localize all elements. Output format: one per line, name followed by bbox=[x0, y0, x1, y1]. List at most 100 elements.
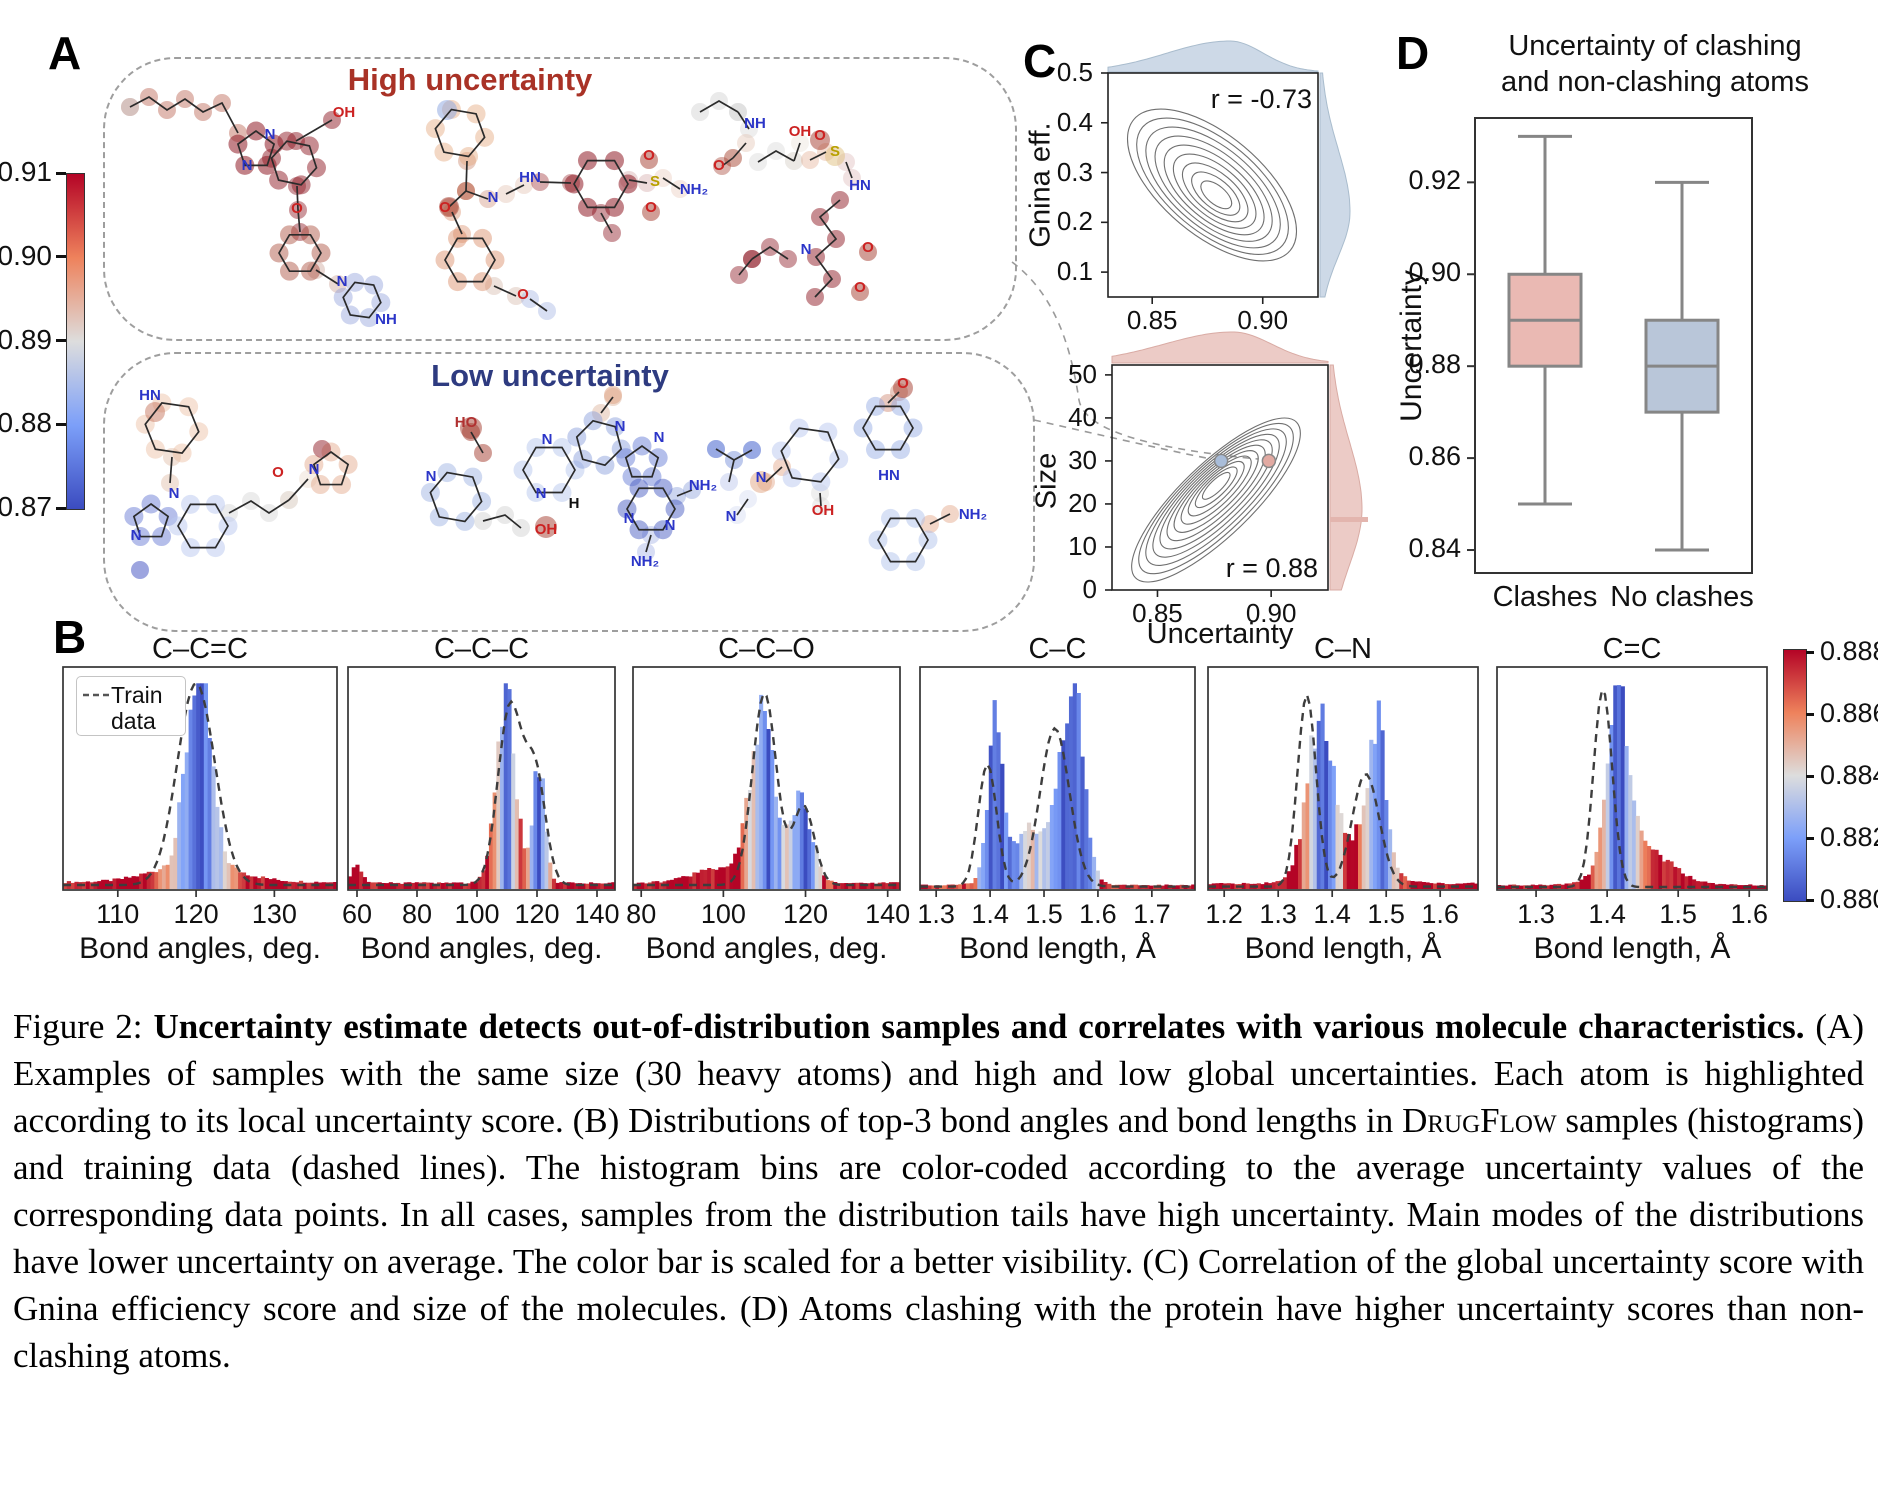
hist-xtick: 1.3 bbox=[1517, 899, 1555, 929]
svg-text:N: N bbox=[801, 241, 812, 258]
hist-title-C–C–O: C–C–O bbox=[718, 633, 815, 665]
svg-text:N: N bbox=[615, 418, 626, 435]
high-uncertainty-title: High uncertainty bbox=[347, 62, 593, 97]
hist-xtick: 120 bbox=[173, 899, 219, 929]
colorbar-a-tickmark bbox=[56, 506, 66, 510]
colorbar-a-tickmark bbox=[56, 255, 66, 259]
dashed-line-icon bbox=[83, 693, 109, 697]
hist-xtick: 100 bbox=[454, 899, 500, 929]
low-uncertainty-title: Low uncertainty bbox=[431, 358, 669, 393]
svg-text:N: N bbox=[265, 126, 276, 143]
svg-text:O: O bbox=[272, 464, 284, 481]
svg-text:N: N bbox=[536, 485, 547, 502]
hist-xtick: 110 bbox=[96, 899, 140, 929]
size-uncertainty-plot bbox=[1105, 331, 1368, 597]
hist-xlabel: Bond length, Å bbox=[1533, 932, 1731, 965]
size-ytick: 50 bbox=[1068, 358, 1097, 389]
hist-xtick: 1.6 bbox=[1079, 899, 1117, 929]
panel-b-label: B bbox=[53, 611, 87, 663]
svg-text:OH: OH bbox=[812, 502, 835, 519]
gnina-ytick: 0.1 bbox=[1056, 256, 1093, 287]
caption-drugflow: DrugFlow bbox=[1402, 1101, 1557, 1140]
svg-text:O: O bbox=[645, 199, 657, 216]
colorbar-b-tickmark bbox=[1806, 774, 1814, 778]
histogram-C–C=C bbox=[62, 666, 338, 897]
hist-title-C=C: C=C bbox=[1602, 633, 1662, 665]
size-xtick: 0.85 bbox=[1132, 598, 1183, 628]
molecule-low-3: N N OH O HN NH₂ bbox=[707, 375, 987, 572]
sample-point bbox=[1213, 453, 1229, 469]
gnina-uncertainty-plot bbox=[1101, 40, 1351, 304]
svg-text:N: N bbox=[309, 461, 320, 478]
histogram-C–C–O bbox=[632, 666, 901, 897]
hist-xtick: 1.6 bbox=[1730, 899, 1768, 929]
colorbar-a-tickmark bbox=[56, 171, 66, 175]
hist-title-C–C: C–C bbox=[1028, 633, 1087, 665]
hist-xlabel: Bond angles, deg. bbox=[79, 932, 321, 965]
hist-xtick: 140 bbox=[865, 899, 911, 929]
svg-text:HN: HN bbox=[878, 467, 900, 484]
high-uncertainty-box bbox=[103, 57, 1017, 341]
caption-bold-title: Uncertainty estimate detects out-of-dist… bbox=[153, 1007, 1805, 1046]
panel-c-label: C bbox=[1023, 35, 1057, 87]
hist-xtick: 120 bbox=[514, 899, 560, 929]
colorbar-b-tickmark bbox=[1806, 712, 1814, 716]
svg-text:N: N bbox=[131, 527, 142, 544]
uncertainty-colorbar-a bbox=[66, 173, 85, 510]
svg-text:O: O bbox=[713, 157, 725, 174]
svg-text:HO: HO bbox=[455, 414, 478, 431]
svg-text:N: N bbox=[756, 469, 767, 486]
boxplot-title-line2: and non-clashing atoms bbox=[1501, 66, 1809, 98]
boxplot-ytick: 0.84 bbox=[1408, 533, 1461, 564]
svg-text:N: N bbox=[426, 468, 437, 485]
size-xtick: 0.90 bbox=[1245, 598, 1297, 628]
size-ytick: 40 bbox=[1068, 401, 1097, 432]
svg-text:N: N bbox=[542, 431, 553, 448]
hist-xlabel: Bond angles, deg. bbox=[645, 932, 888, 965]
boxplot-ytick: 0.92 bbox=[1408, 165, 1461, 196]
svg-text:H: H bbox=[569, 495, 580, 512]
hist-title-C–N: C–N bbox=[1313, 633, 1372, 665]
boxplot-ytick: 0.88 bbox=[1408, 349, 1461, 380]
svg-text:O: O bbox=[854, 279, 866, 296]
svg-text:O: O bbox=[862, 239, 874, 256]
boxplot-category: Clashes bbox=[1492, 581, 1598, 613]
hist-xtick: 1.5 bbox=[1025, 899, 1063, 929]
svg-text:N: N bbox=[726, 508, 737, 525]
colorbar-a-tick: 0.87 bbox=[0, 491, 52, 522]
hist-xtick: 1.7 bbox=[1133, 899, 1171, 929]
svg-text:O: O bbox=[517, 286, 529, 303]
colorbar-b-tick: 0.888 bbox=[1820, 636, 1878, 666]
boxplot-title-line1: Uncertainty of clashing bbox=[1508, 30, 1802, 62]
svg-text:O: O bbox=[439, 199, 451, 216]
colorbar-b-tickmark bbox=[1806, 650, 1814, 654]
colorbar-a-tick: 0.89 bbox=[0, 323, 52, 355]
size-ytick: 30 bbox=[1068, 444, 1097, 475]
svg-text:OH: OH bbox=[333, 104, 356, 121]
low-uncertainty-box bbox=[103, 352, 1035, 632]
connector-line bbox=[1011, 261, 1259, 460]
figure-caption: Figure 2: Uncertainty estimate detects o… bbox=[13, 1003, 1864, 1379]
hist-xlabel: Bond angles, deg. bbox=[360, 932, 603, 965]
colorbar-b-tickmark bbox=[1806, 898, 1814, 902]
hist-title-C–C=C: C–C=C bbox=[152, 633, 248, 665]
svg-text:NH₂: NH₂ bbox=[631, 553, 659, 570]
svg-text:N: N bbox=[169, 485, 180, 502]
hist-xtick: 140 bbox=[574, 899, 620, 929]
colorbar-b-tick: 0.880 bbox=[1820, 884, 1878, 914]
boxplot-ytick: 0.86 bbox=[1408, 441, 1461, 472]
hist-xtick: 1.3 bbox=[1259, 899, 1297, 929]
hist-xtick: 1.3 bbox=[917, 899, 955, 929]
svg-text:NH: NH bbox=[744, 115, 766, 132]
svg-text:O: O bbox=[897, 375, 909, 392]
hist-xtick: 120 bbox=[782, 899, 829, 929]
boxplot-ytick: 0.90 bbox=[1408, 257, 1461, 288]
svg-text:O: O bbox=[814, 127, 826, 144]
hist-xtick: 1.6 bbox=[1421, 899, 1459, 929]
svg-text:HN: HN bbox=[849, 177, 871, 194]
hist-xtick: 1.4 bbox=[971, 899, 1009, 929]
svg-text:N: N bbox=[665, 517, 676, 534]
colorbar-a-tick: 0.90 bbox=[0, 239, 52, 271]
caption-prefix: Figure 2: bbox=[13, 1007, 154, 1046]
